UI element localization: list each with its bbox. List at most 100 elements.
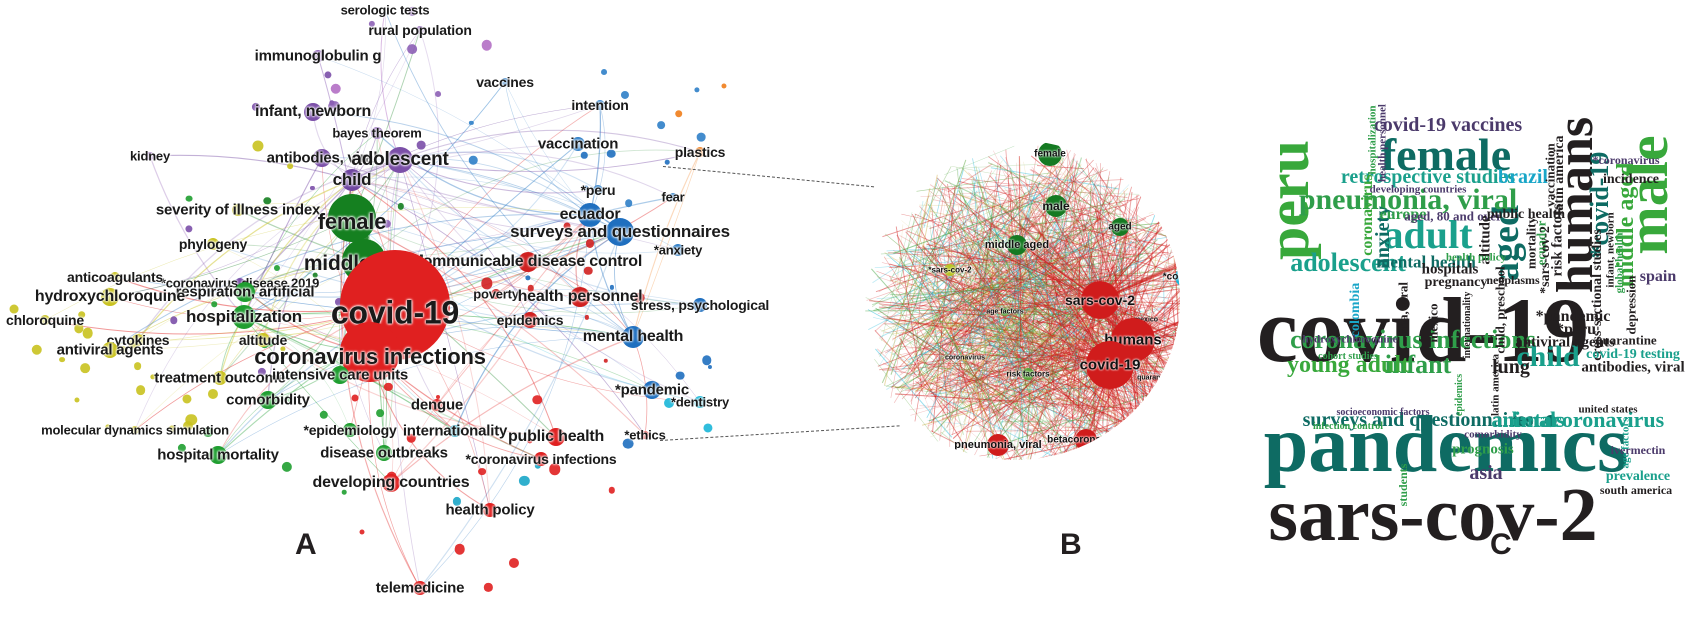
network-label: *epidemiology: [303, 422, 397, 438]
zoom-node-sars-cov-2[interactable]: [1081, 281, 1119, 319]
network-node-mental-health[interactable]: [622, 326, 644, 348]
network-label: coronavirus infections: [254, 343, 486, 369]
network-node-fear[interactable]: [669, 193, 677, 201]
network-label: phylogeny: [178, 236, 248, 252]
network-node-disease-outbreaks[interactable]: [376, 445, 392, 461]
network-node-hospital-mortality[interactable]: [209, 446, 227, 464]
network-node--pandemic[interactable]: [643, 381, 661, 399]
network-node-coronavirus-infections[interactable]: [340, 322, 400, 382]
network-node: [527, 284, 535, 292]
network-node-developing-countries[interactable]: [382, 474, 400, 492]
network-node-bayes-theorem[interactable]: [371, 127, 383, 139]
zoom-node-coronavirus-infections[interactable]: [1035, 458, 1059, 460]
network-node--epidemiology[interactable]: [343, 423, 357, 437]
network-label: intensive care units: [271, 366, 409, 384]
zoom-node-coronavirus[interactable]: [962, 355, 968, 361]
zoom-node-male[interactable]: [1045, 195, 1067, 217]
network-node-health-personnel[interactable]: [570, 287, 590, 307]
network-node-vaccines[interactable]: [501, 78, 509, 86]
network-node: [708, 365, 713, 370]
network-node: [703, 423, 713, 433]
network-node: [77, 310, 86, 319]
network-node-infant-newborn[interactable]: [304, 103, 322, 121]
zoom-node-mexico[interactable]: [1143, 317, 1149, 323]
network-node: [382, 219, 392, 228]
wordcloud-word: spain: [1639, 268, 1677, 285]
panel-b-zoom-network: female male aged middle aged *sars-cov-2 *cov…: [820, 120, 1220, 500]
network-node-epidemics[interactable]: [522, 312, 538, 328]
network-node-plastics[interactable]: [695, 147, 705, 157]
network-node: [609, 285, 614, 290]
network-node-treatment-outcome[interactable]: [213, 371, 227, 385]
zoom-node-age-factors[interactable]: [1001, 308, 1009, 316]
network-node: [622, 438, 634, 450]
zoom-node-risk-factors[interactable]: [1022, 368, 1034, 380]
network-node-ecuador[interactable]: [578, 203, 602, 227]
network-label: vaccination: [537, 135, 619, 153]
zoom-node-middle-aged[interactable]: [1007, 235, 1027, 255]
network-node-hospitalization[interactable]: [232, 305, 256, 329]
network-node: [330, 83, 341, 95]
network-node: [319, 410, 328, 420]
zoom-node--covid-19[interactable]: [1175, 267, 1180, 287]
network-node-severity-of-illness-index[interactable]: [232, 204, 244, 216]
network-node-respiration-artificial[interactable]: [235, 282, 255, 302]
panel-a-network: serologic tests rural population immunoglo…: [0, 0, 820, 600]
network-node-child[interactable]: [341, 169, 363, 191]
network-node-health-policy[interactable]: [483, 503, 497, 517]
wordcloud-word: public health: [1486, 207, 1566, 222]
network-node-telemedicine[interactable]: [413, 581, 427, 595]
network-node-cytokines[interactable]: [132, 334, 144, 346]
network-node-immunoglobulin-g[interactable]: [312, 50, 324, 62]
zoom-node--sars-cov-2[interactable]: [944, 264, 956, 276]
network-node-poverty[interactable]: [491, 289, 501, 299]
network-label: hydroxychloroquine: [34, 288, 186, 305]
wordcloud-word: internationality: [1462, 291, 1473, 359]
network-node-surveys-and-questionnaires[interactable]: [606, 218, 634, 246]
network-node-kidney[interactable]: [146, 152, 154, 160]
network-node-vaccination[interactable]: [571, 137, 585, 151]
network-label: health policy: [445, 501, 535, 519]
network-node: [287, 163, 294, 169]
network-node-hydroxychloroquine[interactable]: [101, 288, 119, 306]
network-node-internationality[interactable]: [449, 425, 461, 437]
network-node-intensive-care-units[interactable]: [331, 366, 349, 384]
zoom-node-aged[interactable]: [1111, 218, 1129, 236]
network-node: [477, 467, 486, 476]
network-node-chloroquine[interactable]: [40, 315, 50, 325]
network-node--peru[interactable]: [593, 185, 603, 195]
network-node-stress-psychological[interactable]: [693, 298, 707, 312]
zoom-node-pneumonia-viral[interactable]: [987, 434, 1009, 456]
zoom-node-female[interactable]: [1038, 142, 1062, 166]
network-node--dentistry[interactable]: [694, 396, 706, 408]
network-node-female[interactable]: [328, 194, 376, 242]
network-node-intention[interactable]: [595, 100, 605, 110]
network-node--ethics[interactable]: [641, 431, 649, 439]
network-node-comorbidity[interactable]: [259, 391, 277, 409]
network-node-dengue[interactable]: [431, 399, 443, 411]
zoom-node-betacoronavirus[interactable]: [1075, 429, 1097, 451]
network-node-rural-population[interactable]: [416, 26, 424, 34]
network-node--anxiety[interactable]: [672, 244, 684, 256]
network-node: [208, 388, 219, 399]
zoom-node-peru[interactable]: [1126, 416, 1154, 444]
network-node: [79, 363, 90, 373]
network-node-adolescent[interactable]: [387, 147, 413, 173]
network-node-phylogeny[interactable]: [207, 238, 219, 250]
network-label: epidemics: [496, 312, 564, 328]
network-node: [59, 356, 65, 363]
network-node--coronavirus-infections[interactable]: [534, 452, 548, 466]
network-node-communicable-disease-control[interactable]: [518, 252, 538, 272]
network-node-altitude[interactable]: [256, 333, 270, 347]
network-node: [607, 149, 616, 159]
zoom-node-quarantine[interactable]: [1152, 375, 1158, 381]
network-node-antiviral-agents[interactable]: [102, 342, 118, 358]
zoom-node-covid-19[interactable]: [1086, 341, 1134, 389]
network-node: [675, 110, 683, 118]
network-node-public-health[interactable]: [547, 428, 565, 446]
zoom-node-pandemics[interactable]: [1165, 381, 1180, 415]
network-node: [663, 398, 674, 409]
network-node-antibodies-viral[interactable]: [313, 149, 331, 167]
network-node-molecular-dynamics-simulation[interactable]: [131, 426, 139, 434]
network-node-anticoagulants[interactable]: [110, 272, 120, 282]
